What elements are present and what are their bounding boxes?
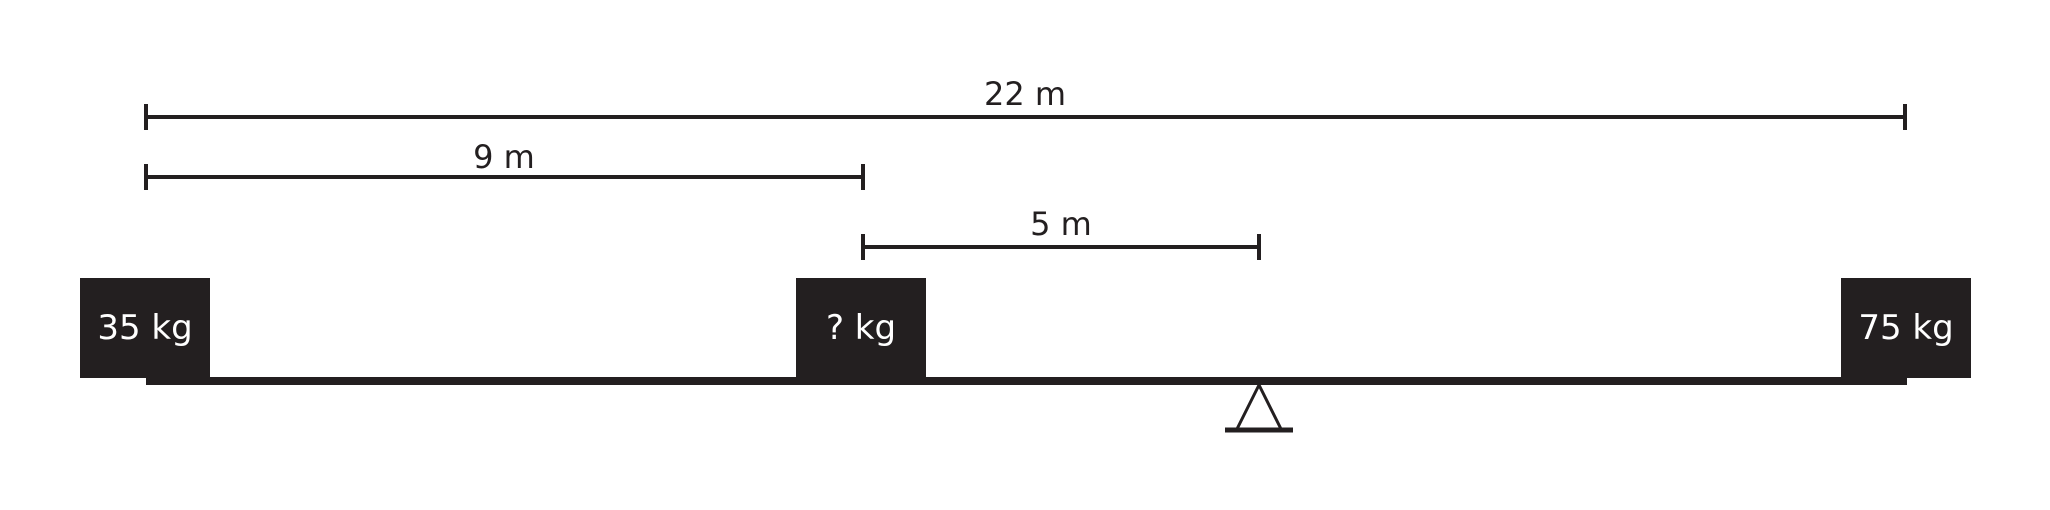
weight-right: 75 kg [1841,278,1971,378]
dimension-unknown-to-fulcrum-label: 5 m [1030,205,1092,243]
weight-left-box [80,278,210,378]
weight-left-label: 35 kg [97,308,192,348]
weight-middle-box [796,278,926,378]
dimension-left-to-unknown: 9 m [144,138,865,190]
dimension-unknown-to-fulcrum: 5 m [861,205,1261,260]
lever-beam [146,377,1907,385]
weight-middle-label: ? kg [826,308,896,348]
dimension-total-label: 22 m [984,75,1066,113]
weight-right-box [1841,278,1971,378]
fulcrum-triangle [1234,381,1284,431]
dimension-left-to-unknown-label: 9 m [473,138,535,176]
weight-middle: ? kg [796,278,926,378]
fulcrum [1225,381,1293,433]
weight-left: 35 kg [80,278,210,378]
dimension-total: 22 m [144,75,1907,130]
weight-right-label: 75 kg [1858,308,1953,348]
